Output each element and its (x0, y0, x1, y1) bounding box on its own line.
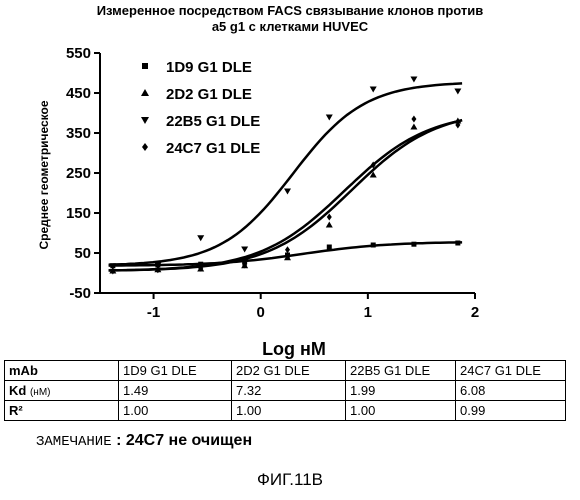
marker-triangle-up (326, 222, 333, 228)
marker-square (327, 245, 332, 250)
y-tick-label: 350 (66, 125, 91, 142)
marker-triangle-down (410, 77, 417, 83)
marker-diamond (327, 214, 332, 221)
x-tick-label: 2 (471, 304, 479, 321)
table-header-cell: 22B5 G1 DLE (346, 361, 456, 381)
marker-square (142, 63, 148, 69)
marker-square (371, 243, 376, 248)
table-cell: 1.00 (346, 401, 456, 421)
marker-triangle-down (284, 189, 291, 195)
legend-label: 24C7 G1 DLE (166, 140, 260, 157)
y-tick-label: -50 (69, 285, 91, 302)
table-row-label: Kd (нМ) (5, 381, 119, 401)
marker-square (455, 241, 460, 246)
legend-label: 2D2 G1 DLE (166, 86, 252, 103)
marker-diamond (411, 116, 416, 123)
table-cell: 7.32 (232, 381, 346, 401)
x-axis-label: Log нМ (262, 339, 326, 359)
table-header-cell: 1D9 G1 DLE (119, 361, 232, 381)
y-tick-label: 450 (66, 85, 91, 102)
table-row: Kd (нМ) 1.49 7.32 1.99 6.08 (5, 381, 566, 401)
table-cell: 1.00 (232, 401, 346, 421)
fit-curves (109, 83, 463, 270)
marker-triangle-down (241, 247, 248, 253)
table-cell: 1.00 (119, 401, 232, 421)
marker-triangle-up (141, 89, 149, 96)
legend-label: 1D9 G1 DLE (166, 59, 252, 76)
table-cell: 6.08 (456, 381, 566, 401)
table-cell: 1.99 (346, 381, 456, 401)
marker-triangle-down (197, 235, 204, 241)
table-cell: 0.99 (456, 401, 566, 421)
table-cell: 1.49 (119, 381, 232, 401)
legend-label: 22B5 G1 DLE (166, 113, 260, 130)
table-row: R² 1.00 1.00 1.00 0.99 (5, 401, 566, 421)
note-text: : 24C7 не очищен (116, 432, 252, 449)
figure-label: ФИГ.11B (0, 470, 580, 490)
marker-diamond (285, 246, 290, 253)
y-tick-label: 50 (74, 245, 91, 262)
y-axis-label: Среднее геометрическое (37, 100, 51, 249)
x-tick-label: 1 (364, 304, 372, 321)
x-tick-label: 0 (257, 304, 265, 321)
fit-curve (109, 83, 463, 264)
table-header-cell: 24C7 G1 DLE (456, 361, 566, 381)
note-label: ЗАМЕЧАНИЕ (36, 434, 112, 450)
x-tick-label: -1 (147, 304, 160, 321)
table-header-cell: 2D2 G1 DLE (232, 361, 346, 381)
marker-triangle-up (410, 124, 417, 130)
table-header-cell: mAb (5, 361, 119, 381)
y-tick-label: 150 (66, 205, 91, 222)
marker-triangle-down (141, 117, 149, 124)
fit-curve (109, 120, 463, 270)
binding-chart: -50 50 150 250 350 450 550 -1 0 1 2 1D9 G1 DLE 2D2 … (0, 0, 580, 360)
marker-square (411, 242, 416, 247)
table-row-label: R² (5, 401, 119, 421)
legend: 1D9 G1 DLE 2D2 G1 DLE 22B5 G1 DLE 24C7 G1 D… (141, 59, 260, 157)
table-header-row: mAb 1D9 G1 DLE 2D2 G1 DLE 22B5 G1 DLE 24… (5, 361, 566, 381)
marker-triangle-down (454, 89, 461, 95)
note: ЗАМЕЧАНИЕ : 24C7 не очищен (36, 432, 252, 450)
y-tick-label: 550 (66, 45, 91, 62)
marker-triangle-down (370, 87, 377, 93)
results-table: mAb 1D9 G1 DLE 2D2 G1 DLE 22B5 G1 DLE 24… (4, 360, 566, 421)
marker-diamond (142, 143, 148, 151)
y-tick-label: 250 (66, 165, 91, 182)
marker-triangle-down (326, 115, 333, 121)
